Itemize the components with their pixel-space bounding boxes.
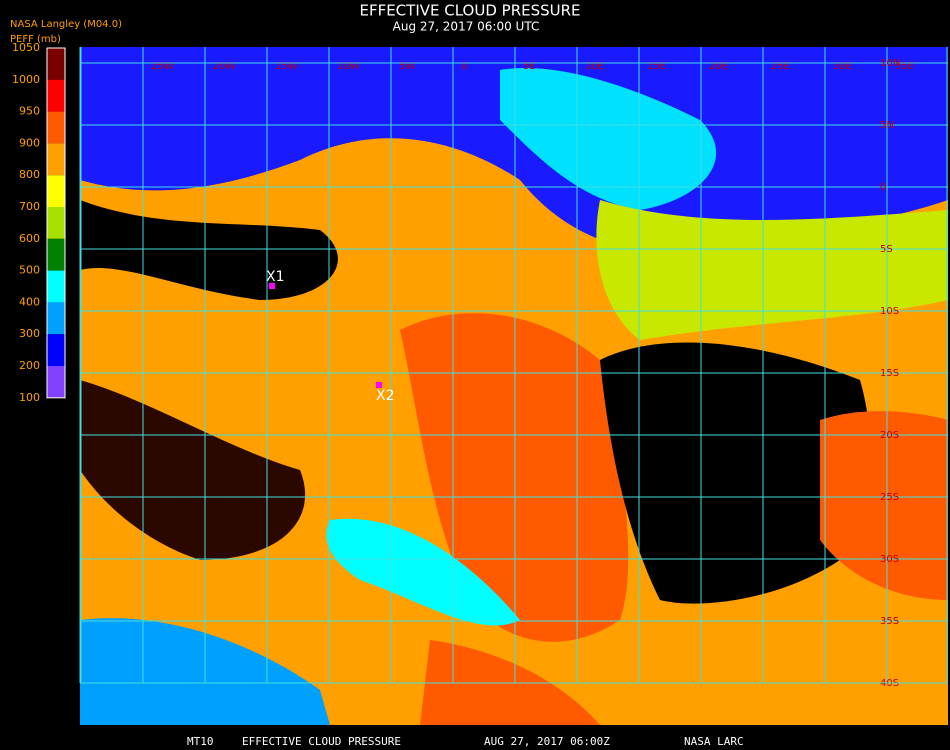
colorbar-tick-label: 900 [19, 136, 40, 149]
lon-label: 25E [771, 61, 790, 72]
lat-label: 10N [880, 58, 900, 69]
colorbar-tick-label: 950 [19, 105, 40, 118]
lon-label: 5E [523, 61, 536, 72]
lat-label: 5S [880, 244, 893, 255]
colorbar-segment [47, 143, 65, 176]
cloud-image [80, 47, 948, 725]
colorbar-tick-label: 1000 [12, 73, 40, 86]
footer-text: NASA LARC [684, 735, 744, 748]
colorbar-frame [46, 47, 66, 399]
footer-text: AUG 27, 2017 06:00Z [484, 735, 610, 748]
cloud-field [500, 68, 717, 210]
colorbar-segment [47, 302, 65, 335]
lon-label: 20E [709, 61, 728, 72]
footer: MT10 EFFECTIVE CLOUD PRESSURE AUG 27, 2017… [187, 735, 744, 748]
colorbar-tick-label: 500 [19, 264, 40, 277]
lat-label: 0 [880, 182, 886, 193]
subtitle: Aug 27, 2017 06:00 UTC [393, 20, 540, 34]
lon-label: 5W [399, 61, 415, 72]
colorbar-segment [47, 334, 65, 366]
lat-label: 30S [880, 554, 899, 565]
lon-label: 10E [585, 61, 604, 72]
colorbar-segment [47, 79, 65, 112]
colorbar-segment [47, 270, 65, 303]
colorbar-label: PEFF (mb) [10, 34, 61, 45]
colorbar-segment [47, 366, 65, 398]
lon-label: 25W [151, 61, 174, 72]
colorbar-tick-label: 200 [19, 359, 40, 372]
colorbar-tick-label: 100 [19, 391, 40, 404]
cloud-field [596, 200, 948, 340]
cloud-field [400, 313, 629, 642]
colorbar-segment [47, 207, 65, 239]
footer-text: EFFECTIVE CLOUD PRESSURE [242, 735, 401, 748]
source-label: NASA Langley (M04.0) [10, 19, 122, 30]
lon-label: 20W [213, 61, 236, 72]
colorbar-tick-label: 1050 [12, 41, 40, 54]
lon-label: 0 [461, 61, 467, 72]
clear-sky [80, 200, 338, 300]
colorbar-tick-label: 700 [19, 200, 40, 213]
colorbar-tick-label: 400 [19, 295, 40, 308]
lat-label: 25S [880, 492, 899, 503]
site-label: X2 [376, 388, 395, 404]
colorbar: 1050 1000 950 900 800 700 600 500 400 300 200 100 [12, 41, 66, 404]
colorbar-tick-label: 300 [19, 327, 40, 340]
clear-sky [600, 342, 871, 604]
clear-sky [80, 380, 306, 560]
colorbar-segment [47, 48, 65, 80]
lon-label: 10W [337, 61, 360, 72]
cloud-field [80, 47, 948, 252]
colorbar-segment [47, 111, 65, 144]
lon-label: 15W [275, 61, 298, 72]
colorbar-tick-label: 600 [19, 232, 40, 245]
lon-label: 15E [647, 61, 666, 72]
site-marker [269, 283, 275, 289]
site-label: X1 [266, 269, 285, 285]
lon-label: 30E [833, 61, 852, 72]
lat-label: 20S [880, 430, 899, 441]
colorbar-segment [47, 238, 65, 271]
footer-text: MT10 [187, 735, 214, 748]
title: EFFECTIVE CLOUD PRESSURE [359, 2, 580, 20]
lat-label: 5N [880, 120, 894, 131]
lat-label: 15S [880, 368, 899, 379]
lat-label: 35S [880, 616, 899, 627]
cloud-field [820, 411, 948, 600]
lon-label: 35E [895, 61, 914, 72]
colorbar-segment [47, 175, 65, 207]
colorbar-tick-label: 800 [19, 168, 40, 181]
cloud-field [326, 518, 520, 626]
lat-label: 10S [880, 306, 899, 317]
site-marker [376, 382, 382, 388]
